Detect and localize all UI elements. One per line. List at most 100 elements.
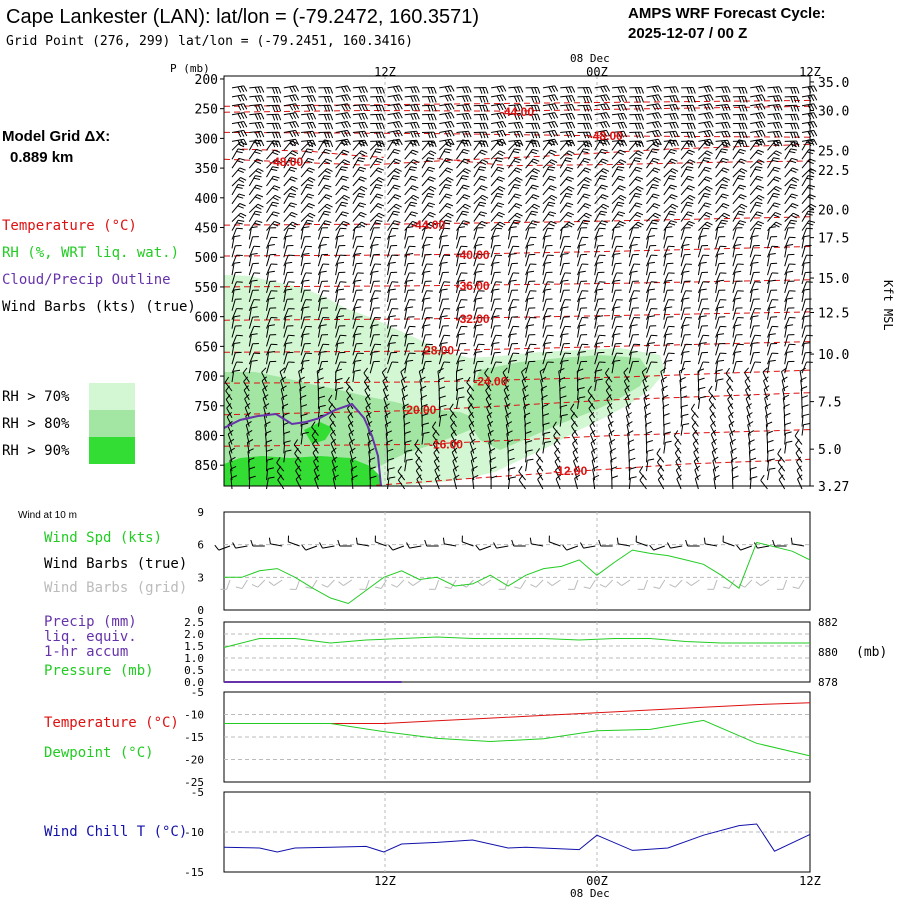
wind-barb [571, 434, 578, 445]
wind-barb [381, 372, 388, 383]
wind-barb-flag [508, 467, 516, 470]
wind-barb-flag [773, 142, 780, 147]
wind-barb-flag [648, 342, 655, 344]
wind-barb [404, 211, 413, 222]
wind-barb [611, 166, 619, 178]
wind-barb-flag [323, 160, 331, 165]
wind-barb [335, 343, 339, 356]
wind-barb-flag [657, 94, 662, 101]
wind-barb-flag [537, 87, 541, 94]
wind-barb-flag [606, 85, 611, 92]
wind-barb-flag [280, 385, 287, 390]
wind-barb [680, 325, 684, 338]
wind-barb-flag [724, 131, 728, 138]
wind-barb-flag [568, 131, 573, 138]
wind-barb-flag [496, 192, 504, 196]
kft-ticks: 35.030.025.022.520.017.515.012.510.07.55… [810, 76, 849, 495]
wind-barb [456, 149, 464, 160]
wind-barb-flag [772, 95, 777, 103]
wind-barb-flag [810, 121, 815, 128]
wind-barb-flag [796, 114, 800, 121]
wind-barb-flag [606, 103, 611, 110]
wind-barb-flag [512, 186, 520, 189]
wind-barb-flag [577, 368, 584, 372]
wind-barb [335, 299, 340, 311]
wind-barb [438, 289, 442, 302]
wind-barb-flag [446, 203, 454, 207]
wind-barb [283, 335, 289, 347]
wind-barb-flag [272, 105, 276, 112]
wind-barb-flag [795, 447, 801, 454]
wind-barb-flag [634, 204, 641, 208]
wind-barb-flag [325, 148, 332, 152]
wind-barb [732, 158, 741, 169]
wind-barb [749, 175, 758, 187]
wind-barb-flag [392, 151, 399, 155]
wind-barb [680, 298, 684, 311]
wind-barb-flag [654, 141, 661, 146]
wind-barb-flag [583, 214, 590, 219]
wind-barb-flag [331, 456, 338, 462]
wind-barb [231, 272, 236, 285]
wind-barb [322, 545, 335, 549]
wind-barb-flag [609, 438, 616, 444]
wind-barb [715, 299, 721, 311]
wind-barb-flag [267, 467, 275, 470]
wind-barb-flag [433, 105, 437, 112]
wind-barb-flag [256, 158, 264, 162]
wind-barb [784, 184, 792, 196]
wind-barb [525, 307, 530, 320]
wind-barb-flag [761, 94, 766, 101]
wind-barb-flag [721, 148, 728, 151]
value-tick-label: 3 [197, 571, 204, 584]
wind-barb-flag [534, 96, 538, 103]
wind-barb [642, 380, 647, 392]
wind-barb [363, 381, 371, 392]
wind-barb [692, 434, 699, 445]
wind-barb [312, 452, 319, 463]
wind-barb [571, 426, 578, 436]
wind-barb-flag [769, 306, 776, 309]
wind-barb [542, 202, 550, 213]
wind-barb-flag [531, 132, 535, 139]
wind-barb [349, 451, 354, 463]
wind-barb [369, 219, 377, 231]
wind-barb [792, 543, 805, 547]
wind-barb [266, 254, 271, 267]
wind-barb [488, 451, 492, 463]
top-time-axis: 12Z 00Z 12Z [374, 65, 821, 79]
wind-barb-flag [323, 222, 330, 226]
wind-barb-flag [447, 141, 454, 146]
wind-barb [266, 194, 276, 205]
wind-barb-flag [464, 168, 471, 172]
wind-barb-flag [341, 95, 346, 102]
wind-barb-flag [509, 476, 516, 479]
wind-barb-flag [706, 103, 711, 111]
wind-barb-flag [434, 474, 441, 480]
wind-barb-flag [237, 160, 244, 164]
wind-barb-flag [365, 403, 371, 408]
wind-barb-flag [648, 235, 655, 238]
wind-barb-flag [292, 95, 297, 102]
wind-barb-flag [370, 475, 377, 479]
wind-barb [295, 478, 302, 490]
wind-barb-flag [652, 122, 656, 129]
wind-barb-flag [392, 95, 397, 102]
wind-barb-flag [462, 87, 466, 94]
wind-barb-flag [700, 261, 707, 264]
wind-barb [352, 371, 355, 383]
wind-barb-flag [237, 148, 245, 151]
wind-barb-flag [709, 403, 714, 409]
wind-barb-flag [567, 211, 574, 216]
wind-barb [680, 211, 689, 222]
wind-barb [628, 263, 635, 276]
wind-barb [663, 194, 672, 205]
wind-barb [387, 254, 393, 267]
wind-barb [697, 157, 705, 169]
wind-barb-flag [289, 95, 294, 102]
wind-barb-flag [617, 213, 624, 217]
wind-barb-flag [654, 95, 659, 102]
wind-barb [283, 352, 288, 365]
wind-barb [421, 272, 425, 285]
wind-barb-flag [438, 386, 446, 390]
